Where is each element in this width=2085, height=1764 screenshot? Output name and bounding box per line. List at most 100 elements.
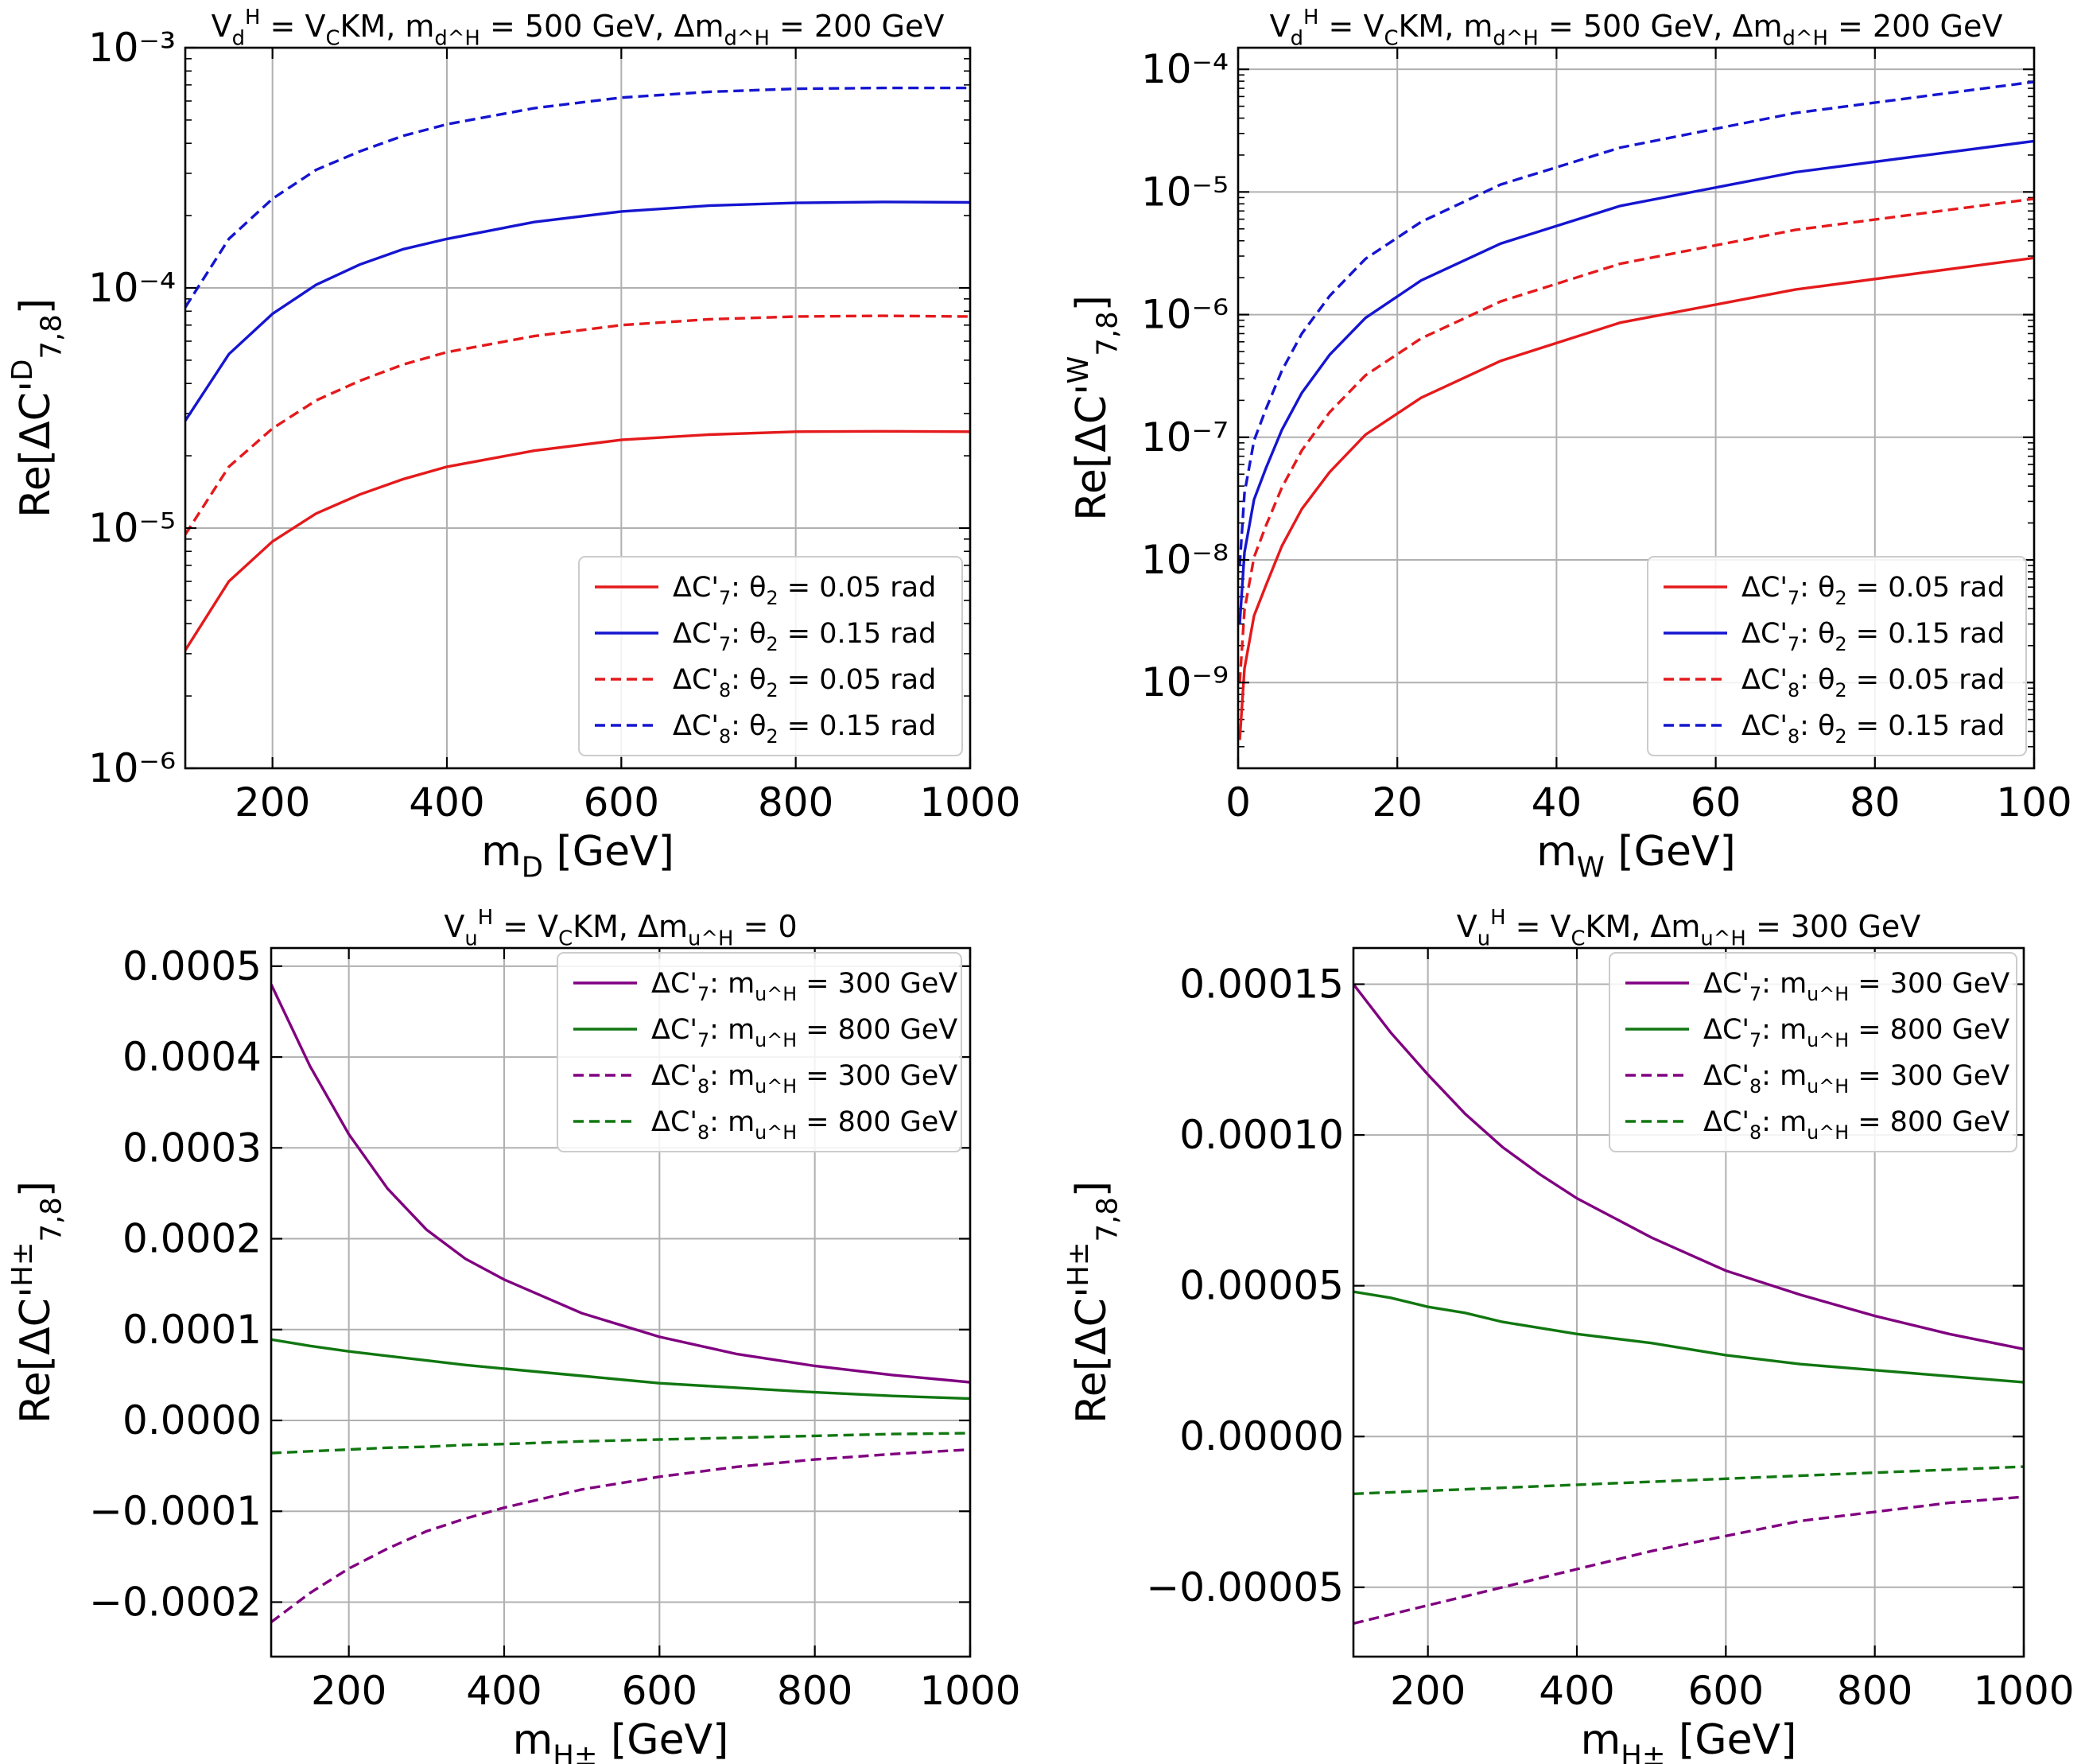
x-tick-label: 200 [311,1668,386,1714]
x-tick-label: 600 [1688,1668,1764,1714]
x-tick-label: 20 [1372,779,1423,826]
x-axis-label: mH±​ [GeV] [1581,1716,1797,1764]
series-line-4 [1353,1465,2024,1495]
x-tick-label: 1000 [1973,1668,2074,1714]
series-line-1 [271,983,970,1384]
legend-entry: ΔC'7​: mu^H​ = 300 GeV [1703,968,2009,1005]
y-tick-label: −0.0001 [89,1488,262,1534]
x-tick-label: 400 [466,1668,542,1714]
y-tick-label: 10⁻⁵ [1141,169,1229,215]
y-axis-label: Re[ΔC'W​7,8​] [1062,295,1124,521]
y-tick-label: 0.00010 [1179,1112,1344,1158]
series-line-3 [185,314,970,536]
x-tick-label: 800 [777,1668,852,1714]
legend-entry: ΔC'7​: mu^H​ = 800 GeV [651,1014,957,1051]
x-tick-label: 800 [758,779,833,826]
series-line-2 [185,200,970,422]
x-tick-label: 200 [235,779,310,826]
x-tick-label: 1000 [919,779,1020,826]
y-tick-label: 10⁻⁴ [88,265,176,311]
chart-panel-1: 200 400 600 800 1000 10⁻⁶ 10⁻⁵ 10⁻⁴ 10⁻³ Vd​H​ = … [6,6,1020,884]
x-tick-label: 400 [1539,1668,1614,1714]
legend: ΔC'7​: mu^H​ = 300 GeV ΔC'7​: mu^H​ = 800… [557,952,962,1152]
legend-entry: ΔC'7​: mu^H​ = 300 GeV [651,968,957,1005]
y-tick-label: 0.00000 [1179,1413,1344,1459]
y-tick-label: 10⁻³ [88,25,176,71]
x-tick-label: 0 [1225,779,1251,826]
y-tick-label: 0.00015 [1179,961,1344,1007]
chart-panel-3: 200 400 600 800 1000 −0.0002 −0.0001 0.0000 0.00… [6,906,1020,1764]
legend-entry: ΔC'8​: mu^H​ = 800 GeV [1703,1106,2009,1144]
y-tick-label: 10⁻⁵ [88,505,176,551]
legend-entry: ΔC'7​: θ2​ = 0.15 rad [1741,618,2005,655]
legend-entry: ΔC'7​: θ2​ = 0.05 rad [673,572,936,609]
legend-box [578,556,963,756]
chart-panel-2: 0 20 40 60 80 100 10⁻⁹ 10⁻⁸ 10⁻⁷ 10⁻⁶ 10⁻⁵ 10⁻⁴ Vd​H… [1062,6,2072,884]
y-tick-label: −0.00005 [1146,1564,1344,1611]
plot-frame [1237,46,2036,770]
y-axis-label: Re[ΔC'H±​7,8​] [1062,1181,1124,1424]
y-tick-label: −0.0002 [89,1579,262,1625]
x-axis-label: mW​ [GeV] [1536,828,1736,884]
legend-entry: ΔC'8​: θ2​ = 0.05 rad [1741,664,2005,701]
series-line-3 [271,1447,970,1623]
y-tick-label: 0.0003 [122,1125,262,1171]
legend-box [557,952,962,1152]
y-tick-label: 0.0005 [122,943,262,989]
x-tick-label: 60 [1691,779,1741,826]
y-tick-label: 0.00005 [1179,1263,1344,1309]
series-line-2 [271,1338,970,1401]
series-line-1 [185,429,970,651]
x-tick-label: 80 [1850,779,1901,826]
legend-entry: ΔC'8​: θ2​ = 0.15 rad [673,710,936,748]
series-line-2 [1238,139,2034,624]
plot-frame [270,946,972,1658]
legend-entry: ΔC'8​: mu^H​ = 300 GeV [1703,1060,2009,1098]
y-axis-label: Re[ΔC'D​7,8​] [6,298,68,518]
chart-title: Vu​H​ = VC​KM, Δmu^H​ = 300 GeV [1457,906,1921,951]
y-tick-label: 10⁻⁶ [88,745,176,791]
series-line-4 [185,86,970,309]
chart-panel-4: 200 400 600 800 1000 −0.00005 0.00000 0.00005 0.… [1062,906,2074,1764]
y-tick-label: 10⁻⁷ [1141,414,1229,460]
chart-title: Vd​H​ = VC​KM, md^H​ = 500 GeV, Δmd^H​ =… [1270,6,2003,51]
y-tick-label: 10⁻⁸ [1141,537,1229,583]
y-tick-label: 0.0000 [122,1397,262,1443]
legend-entry: ΔC'7​: mu^H​ = 800 GeV [1703,1014,2009,1051]
x-tick-label: 600 [622,1668,697,1714]
legend: ΔC'7​: mu^H​ = 300 GeV ΔC'7​: mu^H​ = 800… [1609,952,2017,1152]
legend: ΔC'7​: θ2​ = 0.05 rad ΔC'7​: θ2​ = 0.15 r… [1647,556,2027,756]
x-tick-label: 200 [1390,1668,1466,1714]
series-line-4 [271,1432,970,1455]
legend-entry: ΔC'7​: θ2​ = 0.15 rad [673,618,936,655]
x-tick-label: 100 [1996,779,2071,826]
y-tick-label: 10⁻⁹ [1141,659,1229,705]
series-line-3 [1353,1495,2024,1625]
x-tick-label: 40 [1532,779,1582,826]
x-axis-label: mH±​ [GeV] [513,1716,729,1764]
y-axis-label: Re[ΔC'H±​7,8​] [6,1181,68,1424]
y-tick-label: 10⁻⁶ [1141,292,1229,338]
series-line-1 [1353,983,2024,1350]
y-tick-label: 10⁻⁴ [1141,46,1229,92]
x-tick-label: 600 [584,779,659,826]
y-tick-label: 0.0001 [122,1307,262,1353]
legend-entry: ΔC'8​: mu^H​ = 800 GeV [651,1106,957,1144]
chart-title: Vd​H​ = VC​KM, md^H​ = 500 GeV, Δmd^H​ =… [212,6,945,51]
legend-box [1647,556,2027,756]
legend-entry: ΔC'8​: mu^H​ = 300 GeV [651,1060,957,1098]
legend-entry: ΔC'7​: θ2​ = 0.05 rad [1741,572,2005,609]
x-axis-label: mD​ [GeV] [481,828,674,884]
legend-box [1609,952,2017,1152]
y-tick-label: 0.0004 [122,1034,262,1080]
grid-lines [185,48,970,768]
y-tick-label: 0.0002 [122,1216,262,1262]
x-tick-label: 1000 [919,1668,1020,1714]
series-line-1 [1238,256,2034,740]
legend: ΔC'7​: θ2​ = 0.05 rad ΔC'7​: θ2​ = 0.15 r… [578,556,963,756]
series-line-4 [1238,80,2034,566]
plot-frame [1352,946,2025,1658]
x-tick-label: 800 [1837,1668,1912,1714]
chart-title: Vu​H​ = VC​KM, Δmu^H​ = 0 [444,906,797,951]
